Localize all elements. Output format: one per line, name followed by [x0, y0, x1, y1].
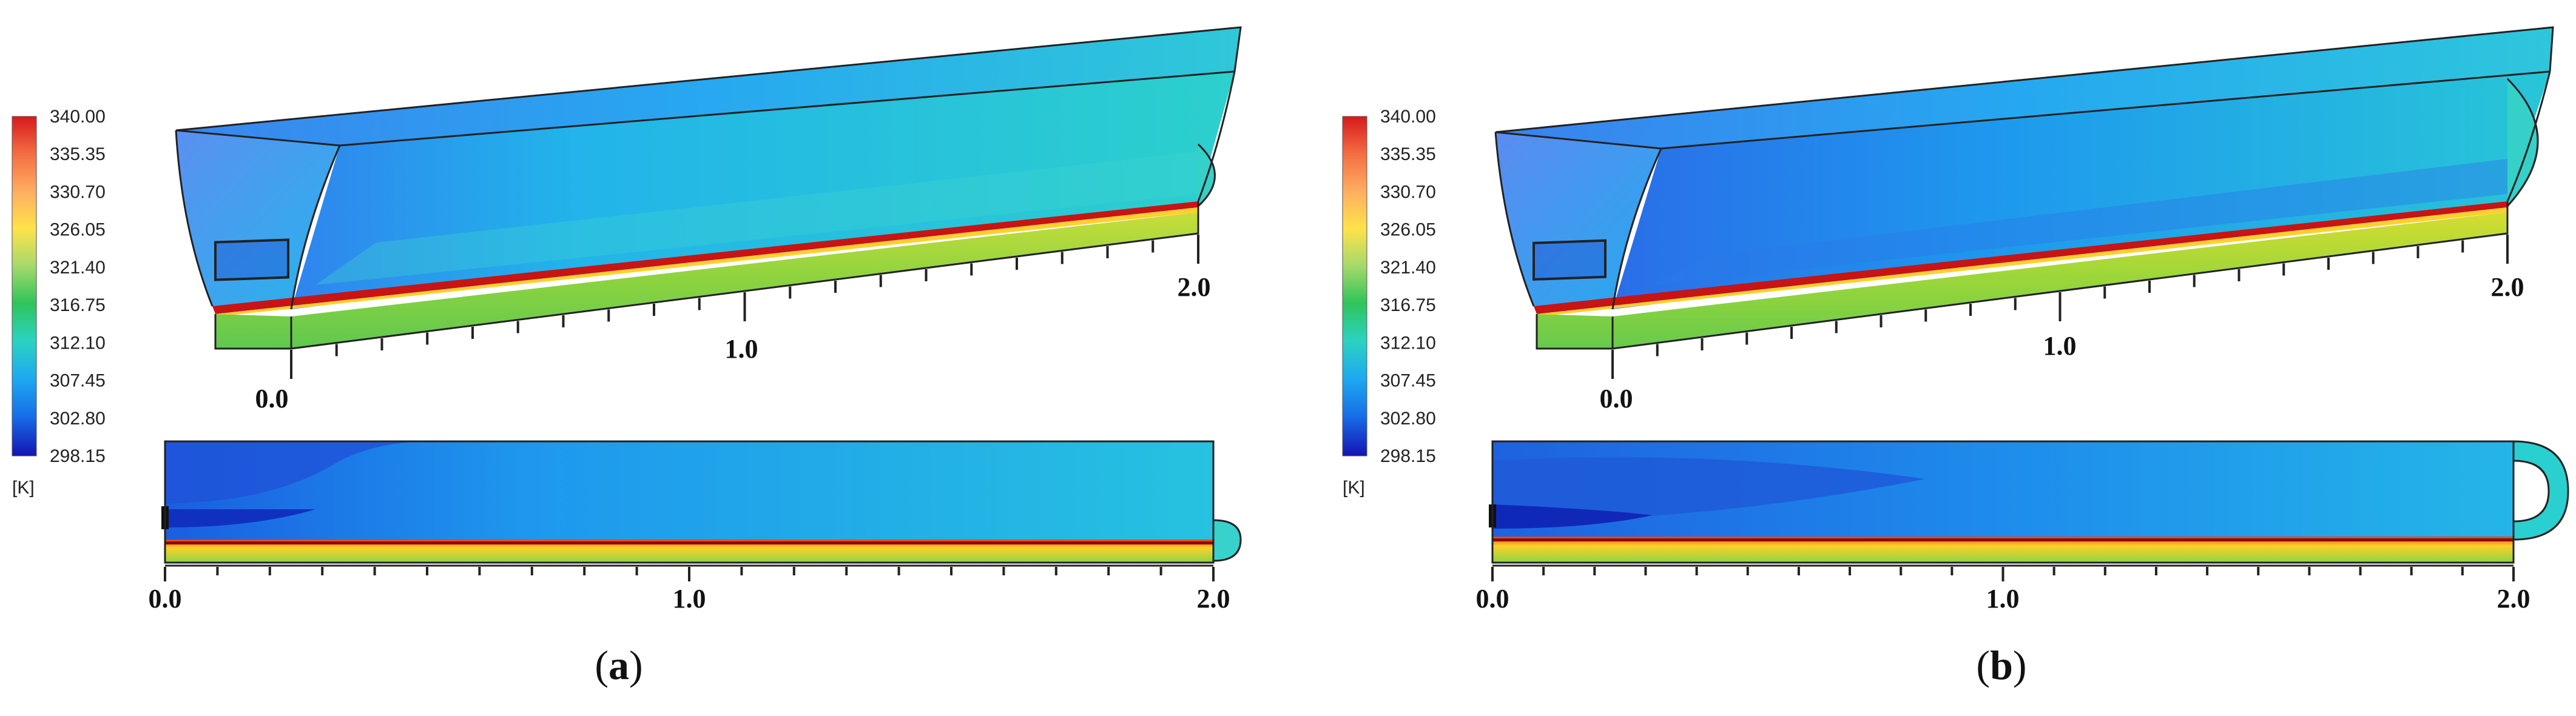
iso-label-2: 2.0 — [2491, 272, 2524, 302]
section-cold-core — [1492, 457, 1925, 521]
inlet-opening — [214, 238, 289, 281]
section-axis-ticks — [1491, 567, 2515, 581]
section-axis-ticks — [164, 567, 1215, 581]
duct-end-face — [176, 130, 340, 309]
colorbar-tick-label: 316.75 — [1380, 295, 1436, 315]
colorbar-tick-label: 321.40 — [50, 258, 106, 278]
panel-b: 340.00 335.35 330.70 326.05 321.40 316.75 312.… — [1288, 0, 2576, 716]
colorbar-tick-label: 312.10 — [1380, 333, 1436, 353]
duct-side-face — [1613, 72, 2550, 309]
inlet-opening — [1532, 239, 1607, 281]
side-gradient-band — [315, 152, 1198, 285]
section-view: 0.0 1.0 2.0 — [149, 440, 1242, 614]
colorbar-ticks: 340.00 335.35 330.70 326.05 321.40 316.75 312.… — [12, 107, 106, 498]
duct-end-face — [1495, 132, 1661, 309]
iso-view: 0.0 1.0 2.0 — [175, 26, 1242, 413]
colorbar-tick-label: 335.35 — [50, 144, 106, 164]
section-absorber-line — [1492, 538, 2514, 541]
section-label-1: 1.0 — [673, 584, 706, 614]
colorbar-unit: [K] — [1343, 478, 1365, 498]
iso-label-0: 0.0 — [255, 384, 289, 413]
section-outline — [1491, 440, 2515, 564]
colorbar-tick-label: 330.70 — [50, 182, 106, 202]
colorbar-tick-label: 335.35 — [1380, 144, 1436, 164]
colorbar-gradient — [1342, 116, 1367, 457]
panel-a-caption: (a) — [595, 642, 643, 688]
duct-side-face — [291, 72, 1235, 309]
colorbar-tick-label: 298.15 — [1380, 446, 1436, 466]
panel-a: 340.00 335.35 330.70 326.05 321.40 316.75 312.… — [12, 26, 1242, 688]
colorbar-tick-label: 298.15 — [50, 446, 106, 466]
colorbar-tick-label: 340.00 — [50, 107, 106, 127]
section-absorber-line — [165, 541, 1213, 544]
absorber-hot-line — [212, 201, 1198, 314]
absorber-hot-line — [1534, 201, 2507, 314]
colorbar-tick-label: 307.45 — [1380, 371, 1436, 391]
section-inlet-jet — [165, 509, 315, 527]
colorbar-tick-label: 330.70 — [1380, 182, 1436, 202]
section-label-2: 2.0 — [1197, 584, 1230, 614]
duct-top-face — [176, 27, 1241, 146]
duct-outline — [1494, 26, 2554, 350]
iso-label-0: 0.0 — [1600, 384, 1633, 413]
colorbar-tick-label: 326.05 — [50, 220, 106, 240]
section-inlet-jet — [1492, 504, 1652, 529]
iso-label-2: 2.0 — [1178, 272, 1211, 302]
colorbar-tick-label: 326.05 — [1380, 220, 1436, 240]
panel-a-figure: 340.00 335.35 330.70 326.05 321.40 316.75 312.… — [12, 26, 1242, 614]
section-label-2: 2.0 — [2497, 584, 2530, 614]
plate-front-face — [1537, 212, 2507, 349]
section-outlet-bend — [1213, 519, 1242, 562]
duct-top-face — [1495, 27, 2553, 149]
colorbar-tick-label: 340.00 — [1380, 107, 1436, 127]
colorbar-unit: [K] — [12, 478, 35, 498]
duct-outline — [175, 26, 1242, 350]
plate-front-face — [215, 212, 1198, 349]
side-cold-band — [1652, 159, 2507, 285]
colorbar-tick-label: 302.80 — [50, 409, 106, 429]
section-label-0: 0.0 — [1476, 584, 1509, 614]
section-label-0: 0.0 — [149, 584, 182, 614]
iso-axis-ticks — [1611, 235, 2509, 379]
iso-label-1: 1.0 — [725, 334, 758, 364]
panel-b-figure: 340.00 335.35 330.70 326.05 321.40 316.75 312.… — [1342, 26, 2569, 614]
section-outline — [164, 440, 1215, 564]
panel-b-caption: (b) — [1976, 642, 2027, 688]
colorbar-tick-label: 316.75 — [50, 295, 106, 315]
section-outlet-inner — [2513, 460, 2550, 523]
absorber-warm-line — [1537, 207, 2507, 316]
iso-view: 0.0 1.0 2.0 — [1494, 26, 2554, 413]
colorbar-ticks: 340.00 335.35 330.70 326.05 321.40 316.75 312.… — [1343, 107, 1436, 498]
absorber-warm-line — [215, 207, 1198, 316]
colorbar-gradient — [12, 116, 37, 457]
iso-axis-ticks — [290, 235, 1199, 379]
outlet-bend — [2506, 78, 2539, 207]
colorbar-tick-label: 312.10 — [50, 333, 106, 353]
colorbar-tick-label: 302.80 — [1380, 409, 1436, 429]
section-cold-plume — [165, 441, 425, 503]
colorbar-tick-label: 307.45 — [50, 371, 106, 391]
iso-label-1: 1.0 — [2043, 331, 2077, 361]
colorbar-tick-label: 321.40 — [1380, 258, 1436, 278]
section-label-1: 1.0 — [1986, 584, 2020, 614]
section-view: 0.0 1.0 2.0 — [1476, 440, 2569, 614]
